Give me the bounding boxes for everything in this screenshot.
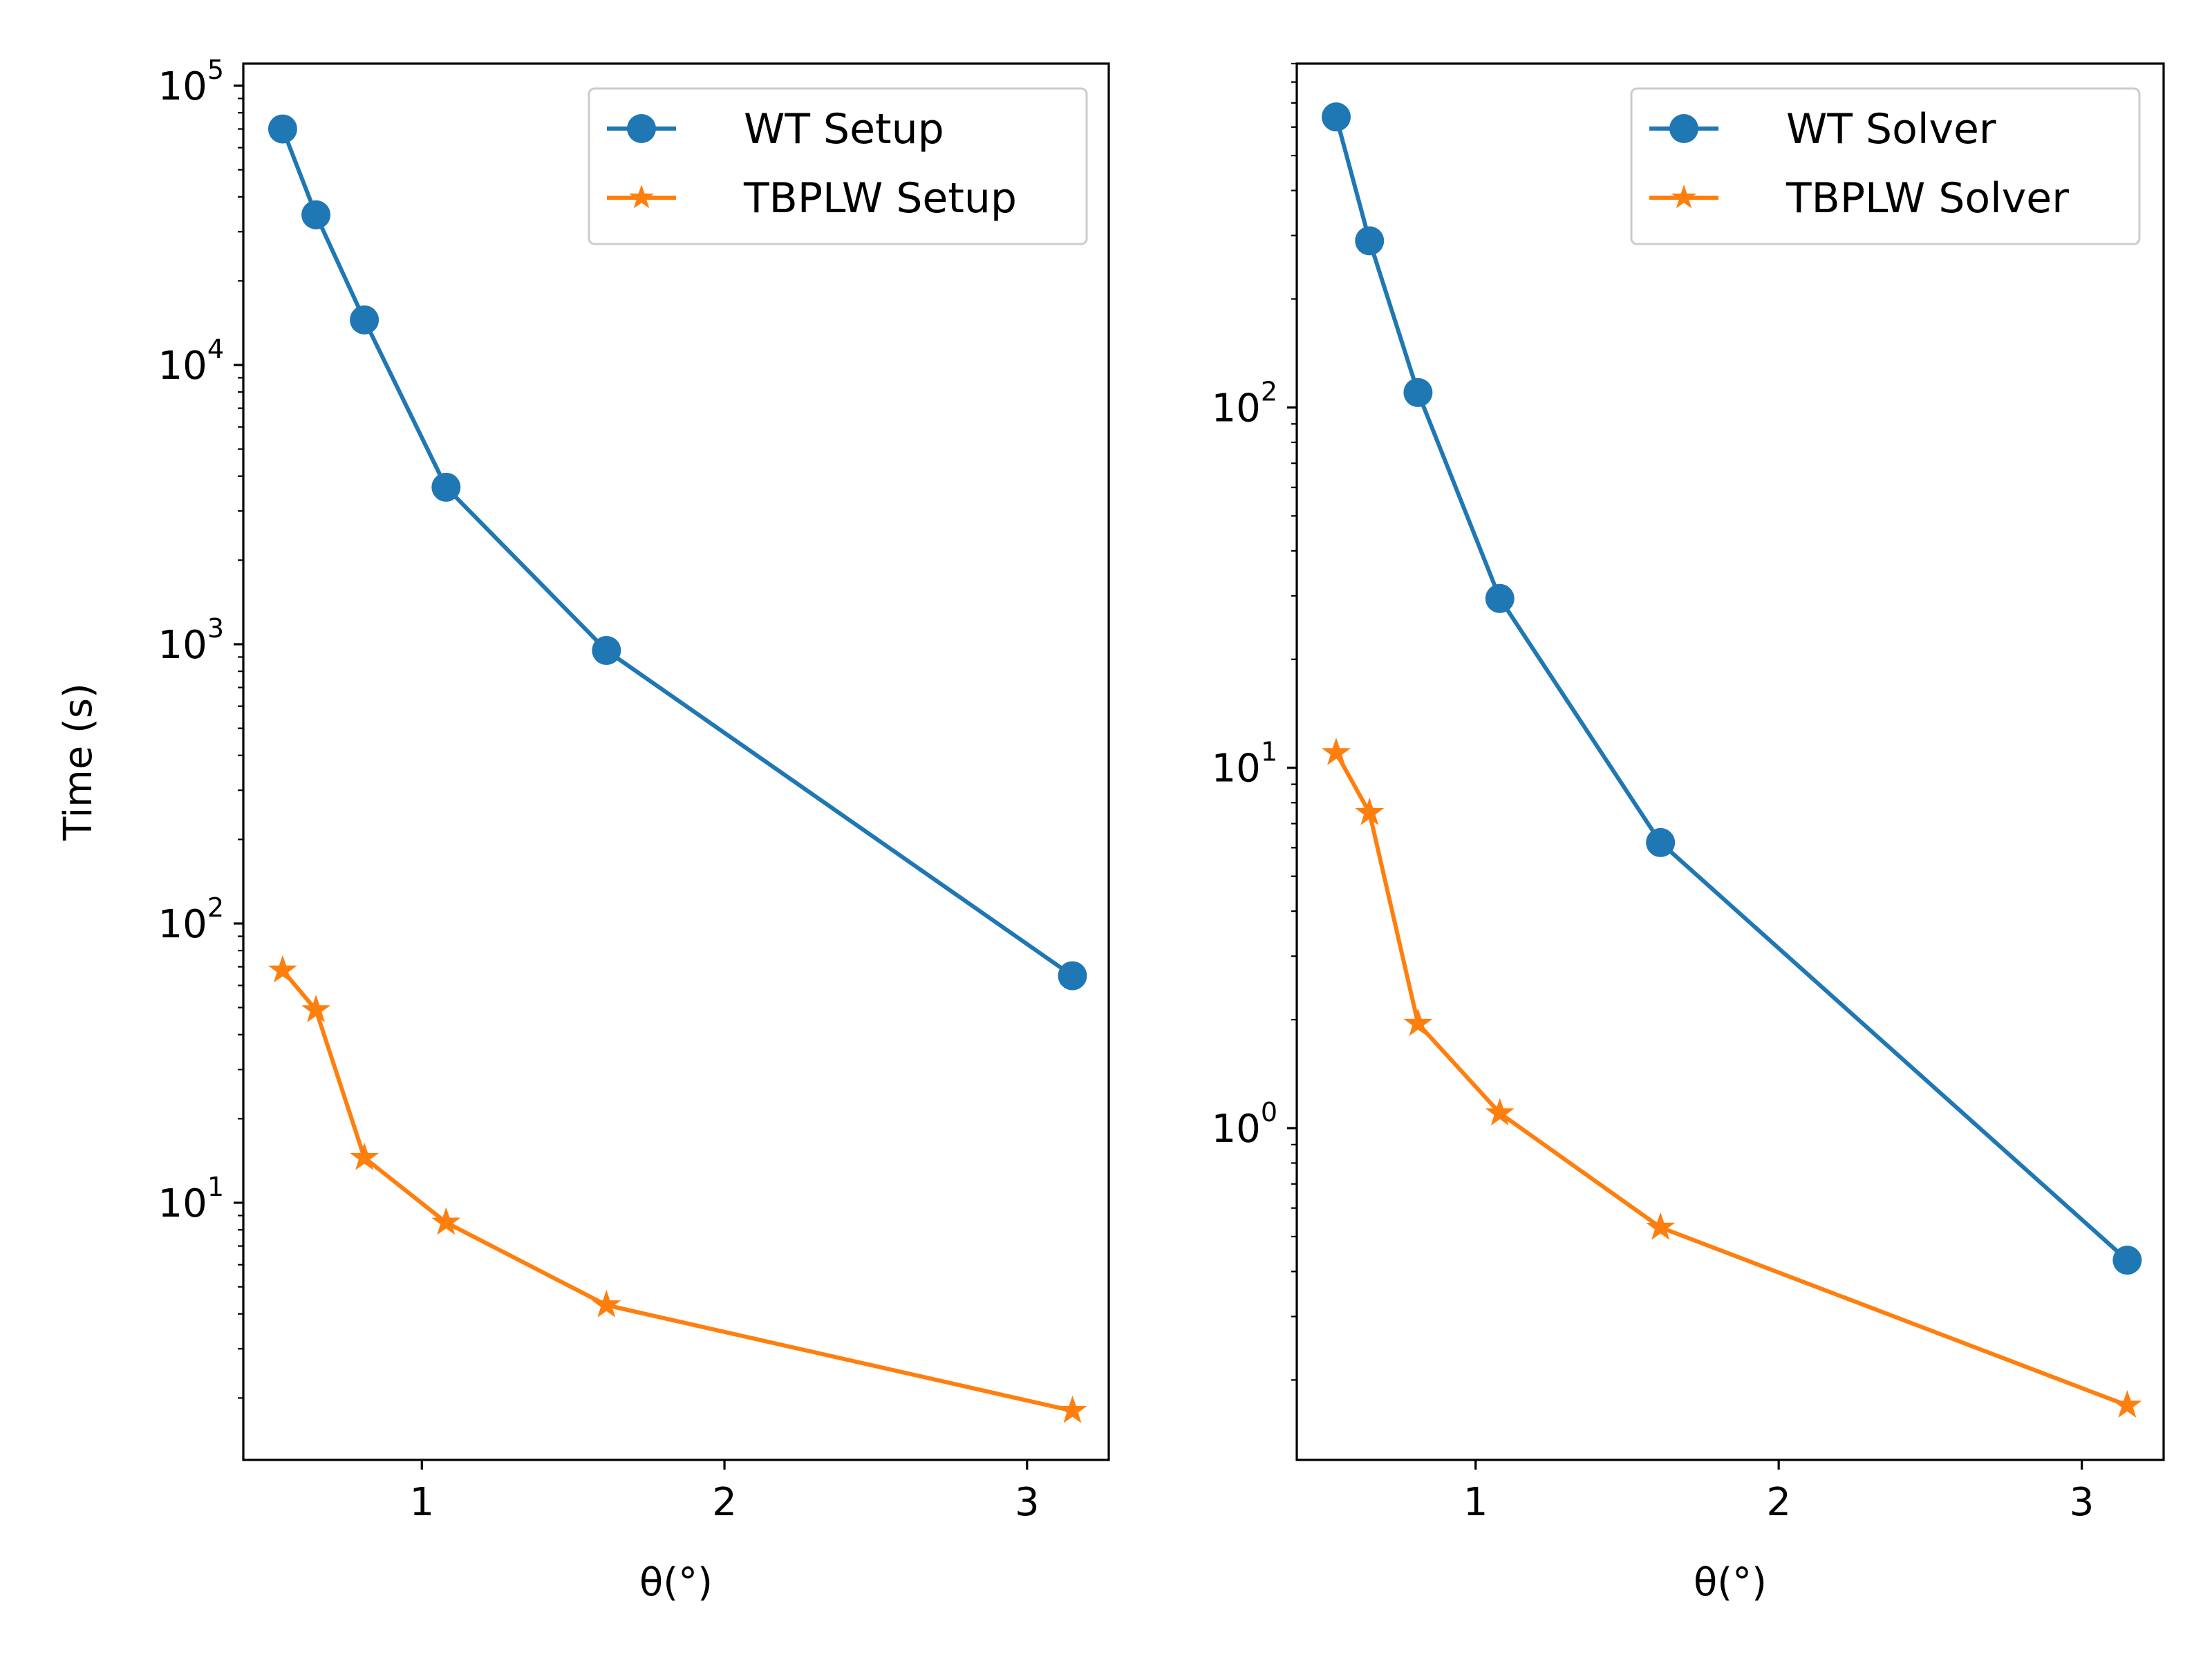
y-tick-label: 100 <box>1212 1097 1277 1152</box>
data-point <box>431 1207 461 1235</box>
legend-marker <box>1669 114 1698 143</box>
data-point <box>1403 377 1433 407</box>
data-point <box>2112 1246 2142 1275</box>
data-point <box>1321 737 1351 766</box>
data-point <box>301 200 331 229</box>
data-point <box>1322 102 1351 132</box>
data-point <box>592 1290 621 1318</box>
x-tick-label: 3 <box>1015 1480 1040 1525</box>
legend-entry: TBPLW Setup <box>607 174 1017 223</box>
legend-entry: TBPLW Solver <box>1649 174 2069 223</box>
data-point <box>268 955 297 983</box>
y-tick-label: 102 <box>158 892 224 947</box>
series-line <box>1334 751 2128 1407</box>
legend-entry: WT Setup <box>607 105 944 153</box>
data-point <box>431 472 461 502</box>
data-point <box>1058 1395 1087 1423</box>
data-point <box>592 635 621 665</box>
data-point <box>268 114 297 144</box>
plot-frame <box>242 62 1110 1461</box>
data-point <box>1485 583 1515 613</box>
series-line <box>1334 116 2129 1262</box>
legend-marker <box>1671 185 1697 209</box>
series-tbplw-setup <box>268 955 1087 1423</box>
legend-entry: WT Solver <box>1649 105 1996 153</box>
data-point <box>350 1142 379 1170</box>
series-wt-solver <box>1322 102 2142 1275</box>
data-point <box>2112 1389 2142 1418</box>
x-tick-label: 2 <box>712 1480 737 1525</box>
legend: WT Solver TBPLW Solver <box>1630 87 2141 245</box>
y-tick-label: 105 <box>158 55 224 109</box>
series-tbplw-solver <box>1321 737 2142 1418</box>
x-tick-label: 3 <box>2070 1480 2094 1525</box>
legend-label: WT Solver <box>1786 105 1996 153</box>
data-point <box>1646 827 1676 857</box>
series-line <box>281 128 1074 978</box>
legend-marker <box>627 114 656 143</box>
y-tick-label: 101 <box>1212 737 1277 791</box>
legend-box <box>588 87 1088 245</box>
series-line <box>281 968 1074 1413</box>
legend-label: TBPLW Solver <box>1785 174 2069 223</box>
x-tick-label: 1 <box>409 1480 434 1525</box>
data-point <box>1485 1098 1515 1126</box>
data-point <box>350 305 379 335</box>
y-tick-label: 104 <box>158 334 224 388</box>
data-point <box>1058 961 1087 991</box>
legend: WT Setup TBPLW Setup <box>588 87 1088 245</box>
series-wt-setup <box>268 114 1087 991</box>
legend-marker <box>628 185 655 209</box>
y-tick-label: 101 <box>158 1172 224 1226</box>
data-point <box>1646 1212 1676 1240</box>
x-tick-label: 2 <box>1766 1480 1791 1525</box>
legend-label: WT Setup <box>744 105 944 153</box>
plot-frame <box>1295 62 2165 1461</box>
data-point <box>1355 226 1385 256</box>
y-axis-label: Time (s) <box>56 683 101 841</box>
x-tick-label: 1 <box>1463 1480 1488 1525</box>
data-point <box>1355 797 1385 825</box>
solver-time-panel: 1 2 3 100 101 102 θ(°) WT Solver TBPLW Solver <box>1212 62 2165 1605</box>
data-point <box>301 995 331 1022</box>
x-axis-label: θ(°) <box>639 1560 713 1605</box>
x-axis-label: θ(°) <box>1694 1560 1767 1605</box>
y-tick-label: 102 <box>1212 376 1277 431</box>
legend-box <box>1630 87 2141 245</box>
y-tick-label: 103 <box>158 613 224 668</box>
data-point <box>1403 1008 1433 1036</box>
setup-time-panel: 1 2 3 101 102 103 104 105 θ(°) Time (s) WT Setup TB… <box>56 55 1110 1605</box>
legend-label: TBPLW Setup <box>743 174 1017 223</box>
